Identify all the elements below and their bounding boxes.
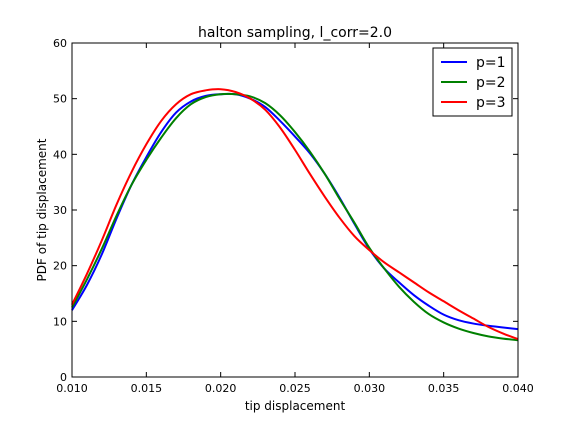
x-tick-label: 0.020	[205, 382, 237, 395]
x-tick-label: 0.035	[428, 382, 460, 395]
legend-label-1: p=1	[476, 55, 506, 71]
legend-label-3: p=3	[476, 95, 506, 111]
x-tick-label: 0.040	[502, 382, 534, 395]
y-tick-label: 0	[60, 371, 67, 384]
y-tick-label: 50	[53, 93, 67, 106]
x-axis-label: tip displacement	[245, 399, 346, 413]
y-axis-label: PDF of tip displacement	[35, 138, 49, 281]
y-tick-label: 10	[53, 315, 67, 328]
series-line-1	[71, 92, 519, 331]
series-line-3	[71, 88, 519, 341]
x-tick-label: 0.030	[354, 382, 386, 395]
series-layer	[71, 88, 519, 342]
ticks-layer: 0.010 0.015 0.020 0.025 0.030 0.035 0.040 0 10 20…	[53, 37, 534, 395]
legend: p=1 p=2 p=3	[432, 47, 513, 117]
y-tick-label: 60	[53, 37, 67, 50]
series-line-2	[71, 92, 519, 342]
chart-title: halton sampling, l_corr=2.0	[198, 25, 392, 41]
x-tick-label: 0.025	[279, 382, 311, 395]
x-tick-label: 0.010	[56, 382, 88, 395]
y-tick-label: 40	[53, 148, 67, 161]
y-tick-label: 30	[53, 204, 67, 217]
x-tick-label: 0.015	[131, 382, 163, 395]
y-tick-label: 20	[53, 260, 67, 273]
legend-label-2: p=2	[476, 75, 506, 91]
